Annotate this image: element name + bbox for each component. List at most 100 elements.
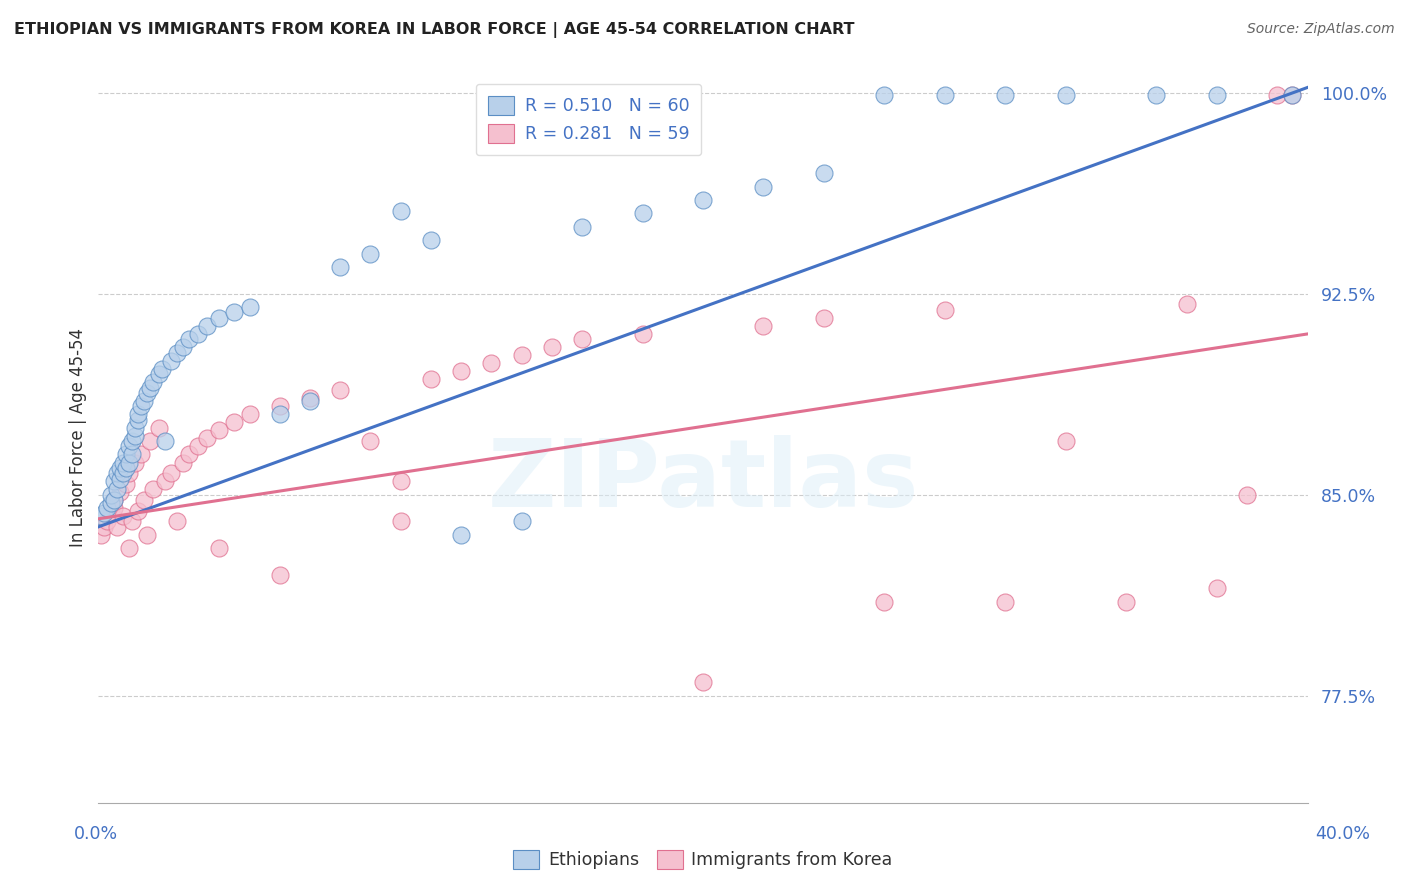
Point — [124, 420, 146, 434]
Point — [994, 595, 1017, 609]
Point — [1144, 88, 1167, 103]
Point — [873, 88, 896, 103]
Point — [139, 434, 162, 449]
Point — [118, 541, 141, 556]
Point — [172, 456, 194, 470]
Point — [142, 483, 165, 497]
Point — [934, 302, 956, 317]
Point — [114, 448, 136, 462]
Point — [389, 515, 412, 529]
Point — [1236, 488, 1258, 502]
Point — [135, 528, 157, 542]
Point — [124, 456, 146, 470]
Point — [389, 475, 412, 489]
Point — [1054, 88, 1077, 103]
Point — [187, 440, 209, 454]
Point — [1115, 595, 1137, 609]
Point — [389, 203, 412, 218]
Point — [631, 206, 654, 220]
Point — [111, 467, 134, 481]
Point — [111, 456, 134, 470]
Point — [510, 348, 533, 362]
Point — [224, 305, 246, 319]
Point — [208, 310, 231, 325]
Point — [1267, 88, 1289, 103]
Point — [142, 375, 165, 389]
Point — [1175, 297, 1198, 311]
Text: Source: ZipAtlas.com: Source: ZipAtlas.com — [1247, 22, 1395, 37]
Legend: Ethiopians, Immigrants from Korea: Ethiopians, Immigrants from Korea — [506, 843, 900, 876]
Point — [179, 332, 201, 346]
Point — [179, 448, 201, 462]
Point — [132, 393, 155, 408]
Point — [329, 260, 352, 274]
Point — [139, 380, 162, 394]
Point — [135, 385, 157, 400]
Point — [1281, 88, 1303, 103]
Point — [752, 179, 775, 194]
Legend: R = 0.510   N = 60, R = 0.281   N = 59: R = 0.510 N = 60, R = 0.281 N = 59 — [475, 84, 702, 155]
Point — [873, 595, 896, 609]
Point — [150, 361, 173, 376]
Point — [129, 399, 152, 413]
Point — [100, 496, 122, 510]
Point — [166, 345, 188, 359]
Point — [118, 440, 141, 454]
Point — [153, 475, 176, 489]
Point — [224, 415, 246, 429]
Point — [118, 456, 141, 470]
Point — [105, 467, 128, 481]
Point — [692, 193, 714, 207]
Point — [96, 501, 118, 516]
Point — [103, 493, 125, 508]
Point — [100, 507, 122, 521]
Point — [269, 399, 291, 413]
Point — [329, 383, 352, 397]
Point — [450, 528, 472, 542]
Point — [90, 509, 112, 524]
Text: ZIPatlas: ZIPatlas — [488, 435, 918, 527]
Point — [166, 515, 188, 529]
Point — [127, 412, 149, 426]
Point — [114, 461, 136, 475]
Point — [540, 340, 562, 354]
Point — [90, 528, 112, 542]
Point — [103, 501, 125, 516]
Point — [195, 318, 218, 333]
Point — [994, 88, 1017, 103]
Point — [269, 568, 291, 582]
Point — [121, 434, 143, 449]
Point — [160, 467, 183, 481]
Point — [111, 509, 134, 524]
Point — [148, 420, 170, 434]
Point — [124, 428, 146, 442]
Point — [299, 391, 322, 405]
Point — [1281, 88, 1303, 103]
Point — [208, 423, 231, 437]
Point — [172, 340, 194, 354]
Point — [692, 675, 714, 690]
Point — [195, 432, 218, 446]
Point — [105, 483, 128, 497]
Text: 40.0%: 40.0% — [1315, 825, 1371, 843]
Point — [934, 88, 956, 103]
Point — [93, 507, 115, 521]
Point — [450, 364, 472, 378]
Point — [510, 515, 533, 529]
Point — [153, 434, 176, 449]
Point — [420, 233, 443, 247]
Point — [100, 488, 122, 502]
Point — [114, 477, 136, 491]
Point — [631, 326, 654, 341]
Point — [129, 448, 152, 462]
Point — [108, 472, 131, 486]
Point — [105, 520, 128, 534]
Point — [360, 246, 382, 260]
Point — [752, 318, 775, 333]
Point — [481, 356, 503, 370]
Point — [108, 485, 131, 500]
Point — [160, 353, 183, 368]
Point — [1206, 88, 1229, 103]
Point — [127, 407, 149, 421]
Point — [108, 461, 131, 475]
